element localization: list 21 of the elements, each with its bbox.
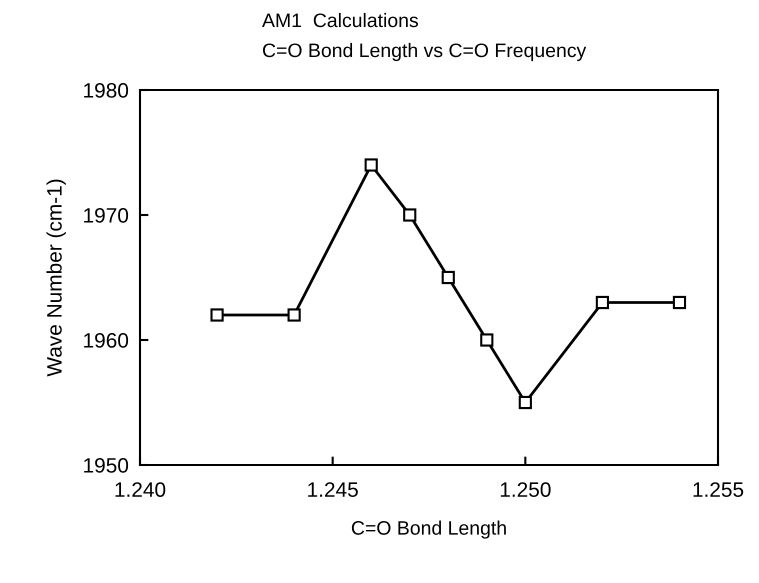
x-tick-label: 1.250 [500, 482, 551, 497]
point [672, 296, 686, 310]
y-axis-title: Wave Number (cm-1) [46, 180, 66, 377]
point [442, 270, 455, 284]
point [364, 158, 378, 172]
y-tick-label: 1960 [84, 333, 128, 348]
point [518, 396, 532, 410]
y-tick-label: 1970 [84, 208, 128, 223]
x-tick-label: 1.245 [308, 482, 358, 497]
point [288, 308, 301, 322]
x-tick-label: 1.240 [116, 482, 166, 497]
point [596, 296, 609, 310]
x-axis-title: C=O Bond Length [352, 520, 506, 539]
x-tick-label: 1.255 [694, 482, 744, 497]
y-tick-label: 1980 [84, 83, 128, 98]
chart-title: AM1 Calculations [262, 12, 418, 28]
point [480, 333, 494, 347]
chart-subtitle: C=O Bond Length vs C=O Frequency [262, 42, 586, 62]
point [403, 208, 416, 222]
point [210, 308, 224, 322]
y-tick-label: 1950 [84, 458, 128, 473]
